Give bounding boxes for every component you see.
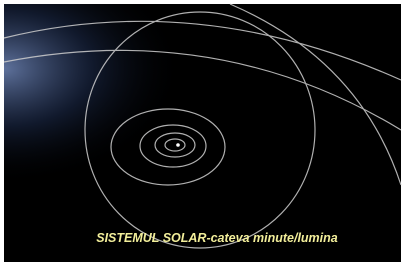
sun — [176, 143, 180, 147]
image: SISTEMUL SOLAR-cateva minute/lumina — [0, 0, 405, 268]
caption: SISTEMUL SOLAR-cateva minute/lumina — [96, 231, 338, 245]
page: SISTEMUL SOLAR-cateva minute/lumina (() … — [0, 0, 405, 268]
nebula-glow — [4, 4, 401, 262]
